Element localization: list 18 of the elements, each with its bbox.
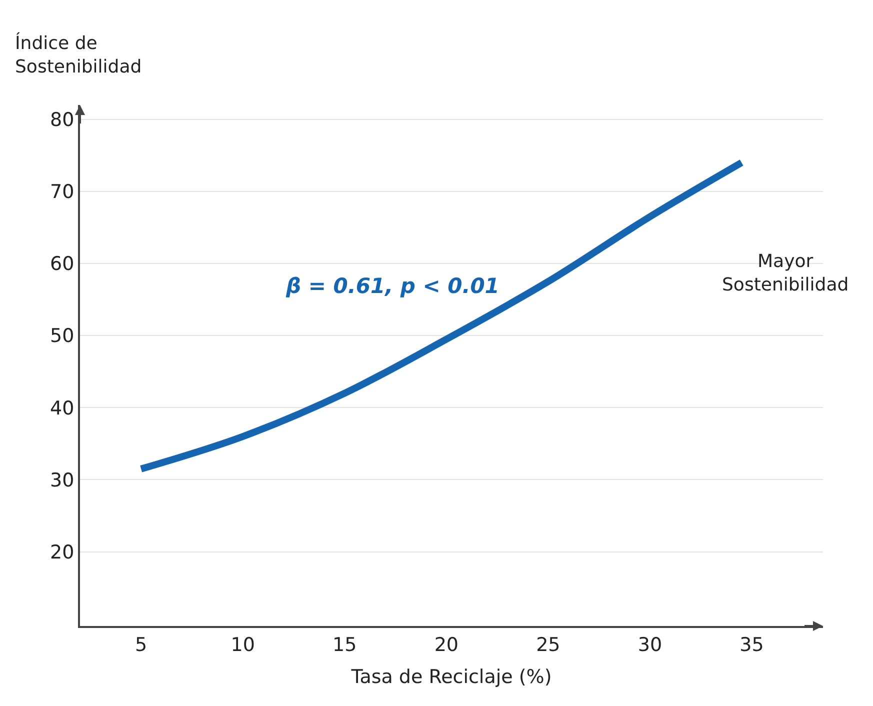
y-tick-label: 80 — [50, 109, 74, 132]
annotation: Mayor Sostenibilidad — [722, 251, 849, 296]
x-axis-title: Tasa de Reciclaje (%) — [350, 666, 552, 688]
y-tick-label: 20 — [50, 541, 74, 564]
y-tick-label: 40 — [50, 397, 74, 420]
x-tick-label: 10 — [230, 634, 255, 656]
annotation: β = 0.61, p < 0.01 — [285, 274, 500, 298]
y-axis-title: Índice de Sostenibilidad — [15, 32, 142, 78]
y-tick-label: 30 — [50, 469, 74, 492]
x-tick-label: 5 — [135, 634, 148, 656]
x-tick-label: 30 — [638, 634, 662, 656]
x-tick-label: 25 — [536, 634, 560, 656]
y-tick-label: 50 — [50, 325, 74, 348]
x-tick-label: 15 — [332, 634, 357, 656]
y-tick-label: 70 — [50, 181, 74, 204]
y-tick-label: 60 — [50, 253, 74, 276]
x-tick-label: 35 — [740, 634, 764, 656]
x-tick-label: 20 — [434, 634, 459, 656]
